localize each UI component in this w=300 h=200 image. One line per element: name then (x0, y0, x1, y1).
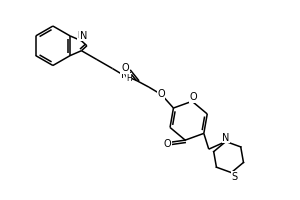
Text: O: O (189, 92, 197, 102)
Text: S: S (231, 172, 237, 182)
Text: N: N (121, 70, 128, 80)
Text: O: O (122, 63, 129, 73)
Text: O: O (164, 139, 171, 149)
Text: N: N (80, 31, 87, 41)
Text: O: O (157, 89, 165, 99)
Text: N: N (222, 133, 230, 143)
Text: H: H (126, 74, 132, 83)
Text: H: H (78, 31, 83, 40)
